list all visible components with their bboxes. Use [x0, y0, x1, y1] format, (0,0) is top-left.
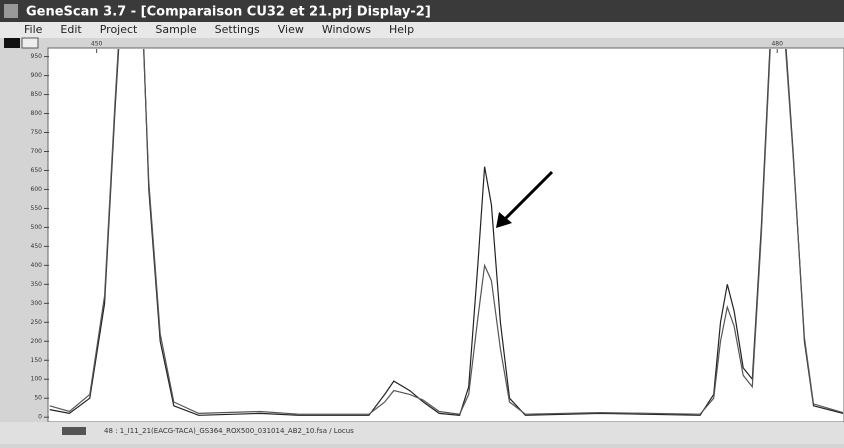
y-tick-label: 250 [31, 319, 43, 326]
menu-item[interactable]: Windows [322, 23, 371, 36]
status-text: 48 : 1_I11_21(EACG-TACA)_GS364_ROX500_03… [104, 427, 354, 435]
tool-button[interactable] [21, 37, 39, 49]
y-tick-label: 400 [31, 262, 43, 269]
menu-item[interactable]: File [24, 23, 43, 36]
x-tick-label: 450 [91, 41, 103, 48]
menu-item[interactable]: Edit [60, 23, 82, 36]
y-tick-label: 700 [31, 148, 43, 155]
status-bar [0, 422, 844, 444]
y-tick-label: 150 [31, 357, 43, 364]
y-tick-label: 0 [38, 414, 42, 421]
arrow-head [496, 212, 512, 228]
status-icon [62, 427, 86, 435]
title-bar [0, 0, 844, 22]
menu-item[interactable]: Help [389, 23, 414, 36]
tool-button[interactable] [4, 38, 20, 48]
y-tick-label: 200 [31, 338, 43, 345]
y-tick-label: 600 [31, 186, 43, 193]
plot-area [47, 47, 844, 423]
y-tick-label: 100 [31, 376, 43, 383]
menu-item[interactable]: Project [100, 23, 138, 36]
y-tick-label: 850 [31, 91, 43, 98]
y-tick-label: 450 [31, 243, 43, 250]
y-tick-label: 900 [31, 72, 43, 79]
y-tick-label: 800 [31, 110, 43, 117]
y-tick-label: 650 [31, 167, 43, 174]
y-tick-label: 550 [31, 205, 43, 212]
arrow [500, 170, 554, 224]
y-tick-label: 750 [31, 129, 43, 136]
x-tick-label: 480 [771, 41, 783, 48]
menu-bar [0, 22, 844, 38]
window-title: GeneScan 3.7 - [Comparaison CU32 et 21.p… [26, 5, 431, 20]
menu-item[interactable]: Sample [155, 23, 196, 36]
y-tick-label: 500 [31, 224, 43, 231]
menu-item[interactable]: Settings [215, 23, 260, 36]
y-tick-label: 350 [31, 281, 43, 288]
y-tick-label: 950 [31, 53, 43, 60]
app-icon [4, 4, 18, 18]
menu-item[interactable]: View [278, 23, 304, 36]
y-tick-label: 300 [31, 300, 43, 307]
trace [49, 49, 843, 415]
y-tick-label: 50 [34, 395, 42, 402]
